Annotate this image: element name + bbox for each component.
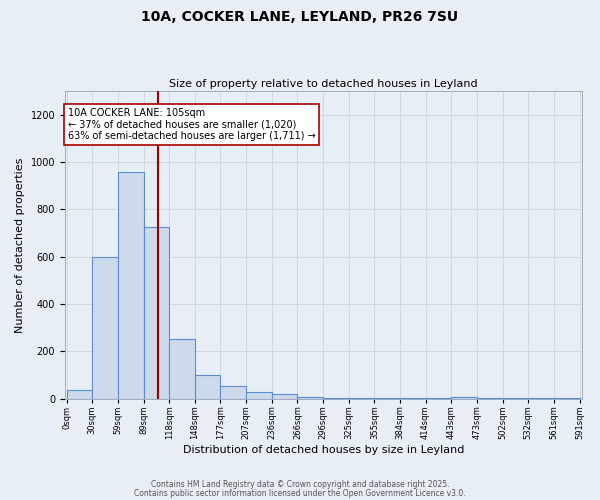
- Bar: [451, 396, 477, 398]
- Text: Contains HM Land Registry data © Crown copyright and database right 2025.: Contains HM Land Registry data © Crown c…: [151, 480, 449, 489]
- Y-axis label: Number of detached properties: Number of detached properties: [15, 157, 25, 332]
- Bar: [92, 256, 118, 398]
- Bar: [118, 172, 143, 398]
- Title: Size of property relative to detached houses in Leyland: Size of property relative to detached ho…: [169, 79, 478, 89]
- X-axis label: Distribution of detached houses by size in Leyland: Distribution of detached houses by size …: [183, 445, 464, 455]
- Bar: [298, 396, 323, 398]
- Bar: [220, 386, 246, 398]
- Text: 10A COCKER LANE: 105sqm
← 37% of detached houses are smaller (1,020)
63% of semi: 10A COCKER LANE: 105sqm ← 37% of detache…: [68, 108, 315, 141]
- Bar: [195, 375, 220, 398]
- Text: 10A, COCKER LANE, LEYLAND, PR26 7SU: 10A, COCKER LANE, LEYLAND, PR26 7SU: [142, 10, 458, 24]
- Text: Contains public sector information licensed under the Open Government Licence v3: Contains public sector information licen…: [134, 488, 466, 498]
- Bar: [246, 392, 272, 398]
- Bar: [143, 227, 169, 398]
- Bar: [272, 394, 298, 398]
- Bar: [169, 340, 195, 398]
- Bar: [67, 390, 92, 398]
